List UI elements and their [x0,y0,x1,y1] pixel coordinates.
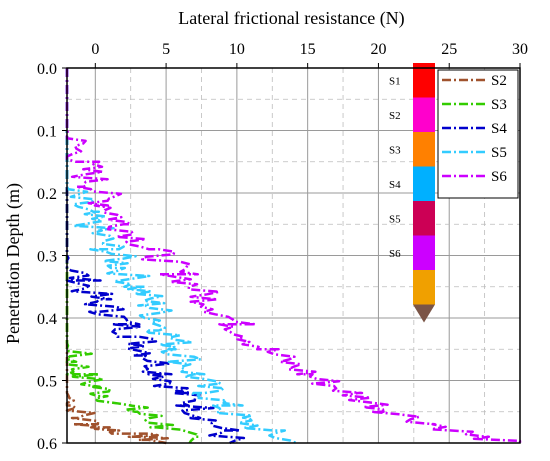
probe-segment [413,63,435,98]
probe-segment-label: S6 [389,248,401,260]
probe-tip [413,304,435,323]
legend-label: S2 [491,73,507,89]
probe-segment-label: S3 [389,144,401,156]
x-axis-title: Lateral frictional resistance (N) [178,8,404,29]
y-tick-label: 0.4 [37,311,57,328]
probe-segment [413,132,435,167]
x-tick-label: 30 [512,41,528,58]
probe-segment-label: S4 [389,179,401,191]
axis-ticks: 0 5 10 15 20 25 30 0.0 0.1 0.2 0.3 0.4 0.5 0.6 [37,41,528,453]
x-tick-label: 0 [91,41,99,58]
legend-label: S4 [491,121,507,137]
x-tick-label: 15 [300,41,316,58]
probe-segment-label: S1 [389,75,401,87]
probe-segment [413,270,435,305]
x-tick-label: 20 [370,41,386,58]
series-line-s4 [65,68,246,445]
probe-segment-label: S5 [389,213,401,225]
legend-label: S6 [491,169,507,185]
legend-label: S3 [491,97,507,113]
probe-segment [413,97,435,132]
x-tick-label: 5 [162,41,170,58]
legend-label: S5 [491,145,507,161]
y-axis-title: Penetration Depth (m) [3,183,24,344]
probe-diagram: S1 S2 S3 S4 S5 S6 [389,63,435,323]
y-tick-label: 0.2 [37,186,57,203]
probe-segment [413,201,435,236]
y-tick-label: 0.0 [37,61,57,78]
y-tick-label: 0.1 [37,124,57,141]
legend: S2 S3 S4 S5 S6 [437,69,519,199]
x-tick-label: 10 [229,41,245,58]
probe-segment [413,235,435,270]
probe-segment [413,166,435,201]
x-tick-label: 25 [441,41,457,58]
series-line-s3 [65,68,200,444]
y-tick-label: 0.5 [37,374,57,391]
y-tick-label: 0.6 [37,436,57,453]
y-tick-label: 0.3 [37,249,57,266]
probe-segment-label: S2 [389,110,401,122]
